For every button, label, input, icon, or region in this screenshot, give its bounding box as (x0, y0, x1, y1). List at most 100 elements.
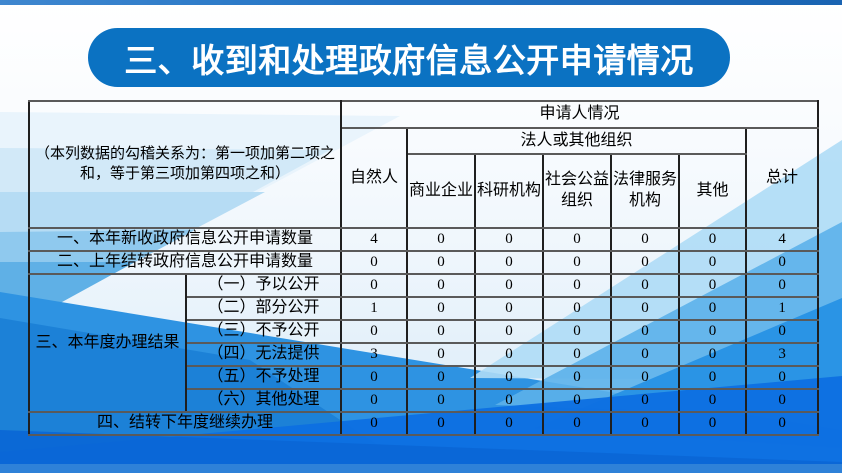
header-row-3: 商业企业 科研机构 社会公益组织 法律服务机构 其他 (29, 153, 818, 229)
value-cell: 0 (542, 250, 613, 275)
header-legal-org-group: 法人或其他组织 (406, 127, 748, 155)
value-cell: 0 (340, 273, 409, 298)
value-cell: 0 (610, 342, 681, 367)
value-cell: 0 (542, 388, 613, 413)
value-cell: 0 (406, 365, 477, 390)
value-cell: 0 (610, 273, 681, 298)
header-applicant-group: 申请人情况 (340, 100, 820, 129)
group-label-results: 三、本年度办理结果 (28, 273, 187, 413)
value-cell: 1 (745, 296, 820, 321)
application-stats-table: （本列数据的勾稽关系为：第一项加第二项之和，等于第三项加第四项之和） 申请人情况… (27, 100, 820, 436)
value-cell: 0 (542, 227, 613, 252)
row-label: 二、上年结转政府信息公开申请数量 (27, 250, 343, 275)
sub-row-label: （六）其他处理 (184, 388, 343, 413)
value-cell: 0 (474, 227, 545, 252)
title-banner: 三、收到和处理政府信息公开申请情况 (88, 28, 730, 87)
value-cell: 0 (340, 411, 409, 436)
top-bar (0, 0, 842, 5)
value-cell: 0 (678, 296, 748, 321)
header-org-type: 科研机构 (474, 153, 545, 229)
table-row: （五）不予处理 0 0 0 0 0 0 0 (29, 365, 820, 390)
value-cell: 0 (406, 273, 477, 298)
value-cell: 0 (610, 250, 681, 275)
value-cell: 0 (474, 388, 545, 413)
sub-row-label: （四）无法提供 (184, 342, 343, 367)
header-org-type: 商业企业 (406, 153, 477, 229)
value-cell: 0 (340, 319, 409, 344)
table-row: 四、结转下年度继续办理 0 0 0 0 0 0 0 (27, 411, 820, 436)
value-cell: 0 (678, 411, 748, 436)
value-cell: 0 (610, 319, 681, 344)
row-label: 四、结转下年度继续办理 (27, 411, 343, 436)
table-row: 三、本年度办理结果 （一）予以公开 0 0 0 0 0 0 0 (28, 273, 820, 413)
value-cell: 4 (340, 227, 409, 252)
table-row: （六）其他处理 0 0 0 0 0 0 0 (29, 388, 820, 413)
value-cell: 0 (678, 342, 748, 367)
value-cell: 3 (340, 342, 409, 367)
value-cell: 0 (474, 273, 545, 298)
header-org-type: 法律服务机构 (610, 153, 681, 229)
value-cell: 0 (678, 319, 748, 344)
header-total: 总计 (745, 127, 820, 229)
value-cell: 0 (406, 342, 477, 367)
value-cell: 0 (474, 250, 545, 275)
value-cell: 0 (678, 227, 748, 252)
value-cell: 1 (340, 296, 409, 321)
sub-row-label: （三）不予公开 (184, 319, 343, 344)
note-cell: （本列数据的勾稽关系为：第一项加第二项之和，等于第三项加第四项之和） (27, 100, 343, 229)
table-row: 一、本年新收政府信息公开申请数量 4 0 0 0 0 0 4 (27, 227, 820, 252)
value-cell: 0 (406, 411, 477, 436)
table-row: （二）部分公开 1 0 0 0 0 0 1 (29, 296, 820, 321)
value-cell: 3 (745, 342, 820, 367)
value-cell: 0 (678, 365, 748, 390)
header-org-type: 其他 (678, 153, 748, 229)
value-cell: 0 (340, 365, 409, 390)
header-natural-person: 自然人 (340, 127, 409, 229)
header-row-1: （本列数据的勾稽关系为：第一项加第二项之和，等于第三项加第四项之和） 申请人情况 (27, 100, 820, 229)
value-cell: 0 (406, 227, 477, 252)
table-row: （三）不予公开 0 0 0 0 0 0 0 (29, 319, 820, 344)
value-cell: 0 (406, 296, 477, 321)
sub-row-label: （五）不予处理 (184, 365, 343, 390)
value-cell: 0 (542, 296, 613, 321)
value-cell: 0 (542, 273, 613, 298)
table-row: （四）无法提供 3 0 0 0 0 0 3 (29, 342, 820, 367)
value-cell: 0 (406, 319, 477, 344)
value-cell: 0 (745, 319, 820, 344)
value-cell: 0 (610, 388, 681, 413)
value-cell: 0 (678, 388, 748, 413)
value-cell: 0 (678, 273, 748, 298)
sub-row-label: （一）予以公开 (184, 273, 343, 298)
table-row: 二、上年结转政府信息公开申请数量 0 0 0 0 0 0 0 (27, 250, 820, 275)
sub-row-label: （二）部分公开 (184, 296, 343, 321)
header-org-type: 社会公益组织 (542, 153, 613, 229)
value-cell: 0 (745, 411, 820, 436)
value-cell: 0 (542, 319, 613, 344)
value-cell: 0 (610, 411, 681, 436)
value-cell: 0 (474, 365, 545, 390)
value-cell: 0 (542, 411, 613, 436)
value-cell: 0 (474, 342, 545, 367)
page-title: 三、收到和处理政府信息公开申请情况 (124, 41, 694, 79)
value-cell: 0 (340, 388, 409, 413)
value-cell: 0 (745, 250, 820, 275)
value-cell: 0 (474, 319, 545, 344)
value-cell: 0 (610, 365, 681, 390)
value-cell: 0 (745, 388, 820, 413)
header-row-2: 自然人 法人或其他组织 总计 (29, 127, 820, 229)
value-cell: 0 (745, 273, 820, 298)
value-cell: 0 (745, 365, 820, 390)
value-cell: 0 (610, 227, 681, 252)
value-cell: 0 (610, 296, 681, 321)
value-cell: 0 (406, 388, 477, 413)
value-cell: 0 (542, 342, 613, 367)
row-label: 一、本年新收政府信息公开申请数量 (27, 227, 343, 252)
value-cell: 0 (474, 411, 545, 436)
value-cell: 0 (340, 250, 409, 275)
value-cell: 0 (474, 296, 545, 321)
value-cell: 0 (406, 250, 477, 275)
value-cell: 0 (542, 365, 613, 390)
value-cell: 4 (745, 227, 820, 252)
wave-sweep (0, 430, 842, 473)
value-cell: 0 (678, 250, 748, 275)
